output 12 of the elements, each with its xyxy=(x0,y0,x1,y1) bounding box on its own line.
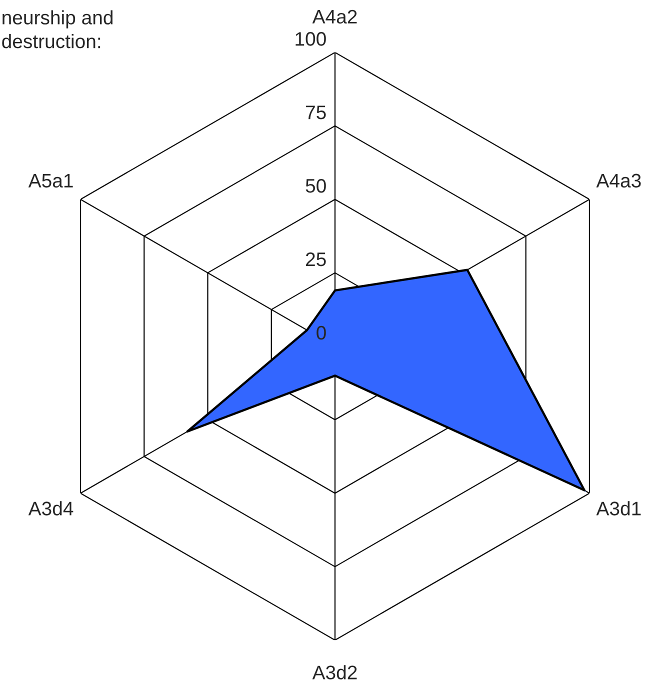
spoke-label: A4a2 xyxy=(312,10,357,24)
spoke-label: A3d2 xyxy=(312,665,357,680)
y-tick-label: 50 xyxy=(306,178,326,193)
y-tick-label: 25 xyxy=(306,252,326,266)
y-tick-label: 75 xyxy=(306,106,326,120)
text: neurship and destruction: xyxy=(2,10,112,48)
spoke-label: A3d4 xyxy=(28,501,74,516)
spoke-label: A3d1 xyxy=(596,501,641,516)
spoke-label: A5a1 xyxy=(28,174,73,188)
y-tick-label: 0 xyxy=(316,326,326,340)
spoke-label: A4a3 xyxy=(596,174,641,188)
y-tick-label: 100 xyxy=(296,32,326,46)
